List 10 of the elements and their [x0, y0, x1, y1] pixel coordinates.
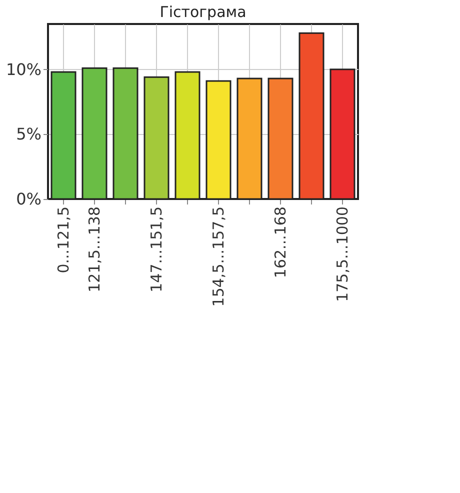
x-tick-label: 0...121,5: [54, 206, 72, 274]
x-tick-label: 162...168: [272, 206, 290, 278]
x-tick-label: 154,5...157,5: [210, 206, 228, 307]
y-tick-label: 0%: [16, 190, 42, 208]
x-tick-label: 121,5...138: [86, 206, 104, 292]
chart-title: Гістограма: [160, 3, 246, 21]
y-tick-label: 10%: [6, 60, 42, 79]
y-tick-label: 5%: [16, 124, 42, 144]
x-tick-label: 147...151,5: [148, 206, 166, 292]
x-tick-label: 175,5...1000: [334, 206, 352, 302]
